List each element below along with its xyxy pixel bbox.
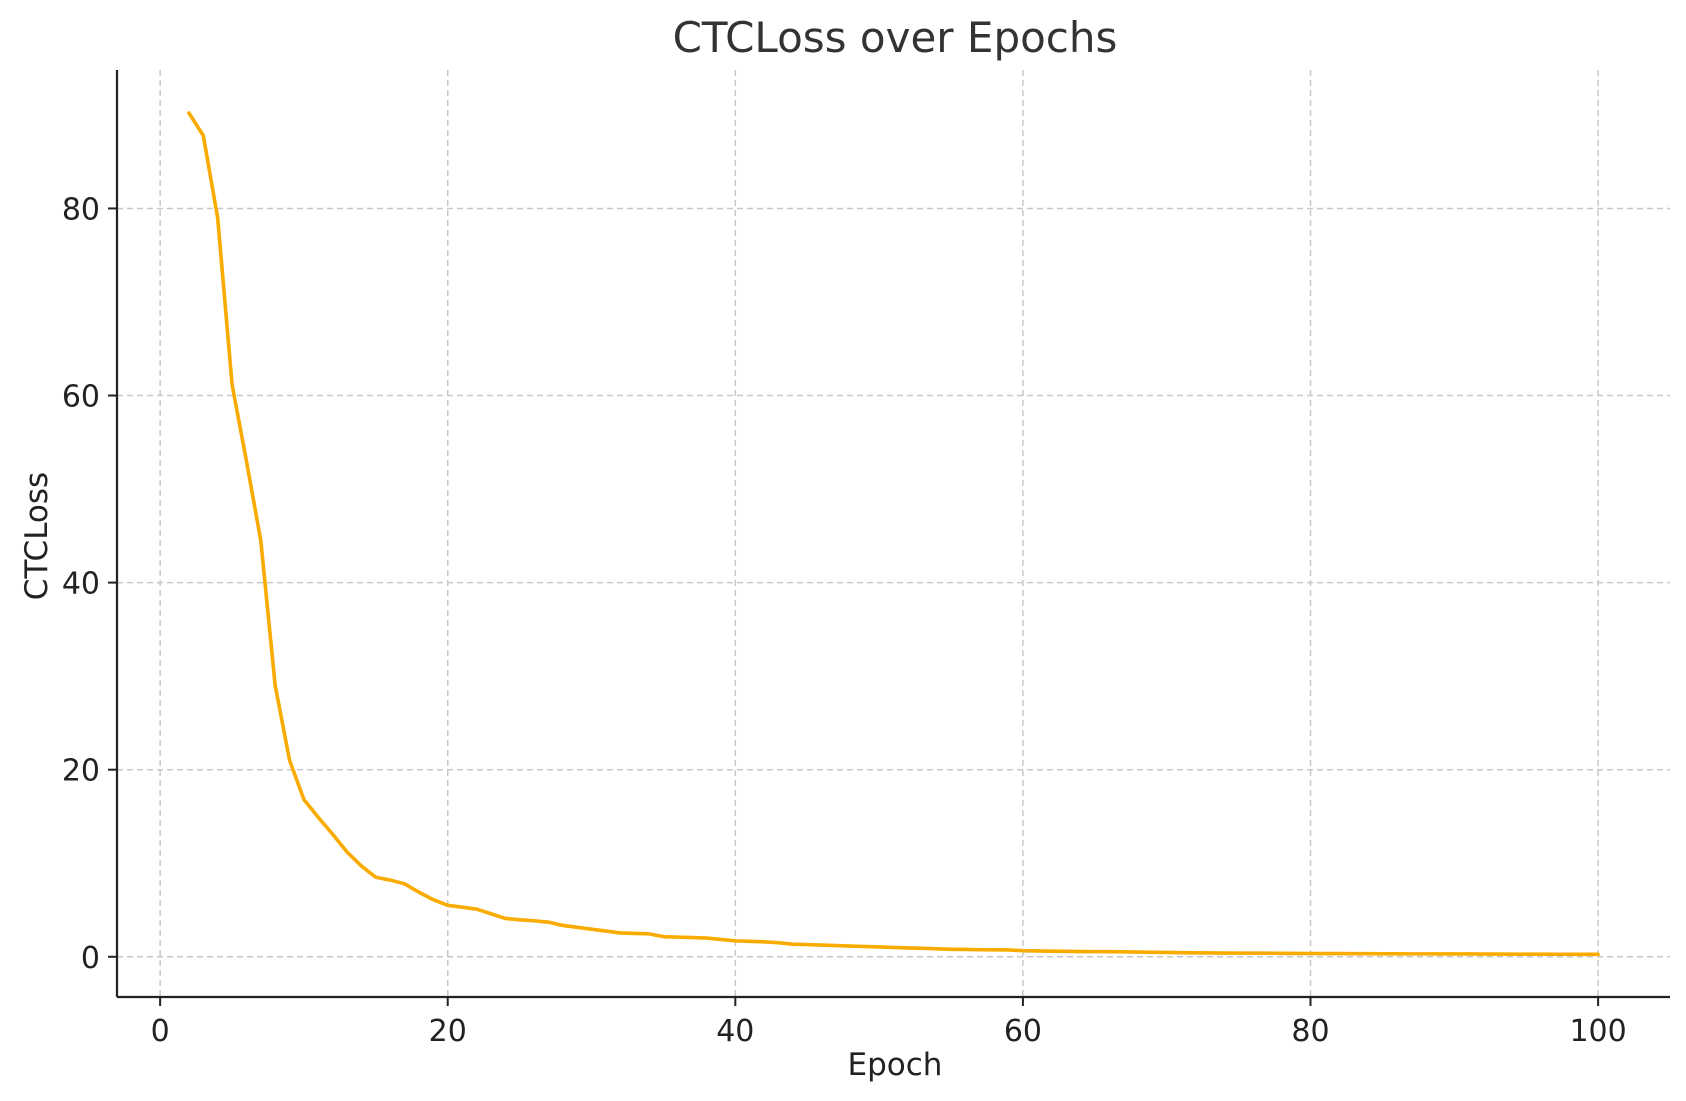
axes [115,70,1670,999]
y-tick-label-40: 40 [62,567,100,602]
series-layer [187,111,1600,957]
ticks: 0 20 40 60 80 100 0 20 40 60 80 [62,192,1627,1049]
y-tick-label-80: 80 [62,192,100,227]
chart-title: CTCLoss over Epochs [673,13,1118,62]
x-tick-label-20: 20 [429,1014,467,1049]
y-tick-label-20: 20 [62,754,100,789]
series-line-0 [187,111,1600,957]
y-tick-label-60: 60 [62,380,100,415]
x-tick-label-100: 100 [1569,1014,1626,1049]
x-tick-label-40: 40 [716,1014,754,1049]
x-tick-label-60: 60 [1004,1014,1042,1049]
x-axis-label: Epoch [848,1047,943,1083]
x-tick-label-80: 80 [1291,1014,1329,1049]
y-tick-label-0: 0 [81,941,100,976]
grid-lines [117,70,1670,997]
x-tick-label-0: 0 [151,1014,170,1049]
y-axis-label: CTCLoss [19,472,55,600]
